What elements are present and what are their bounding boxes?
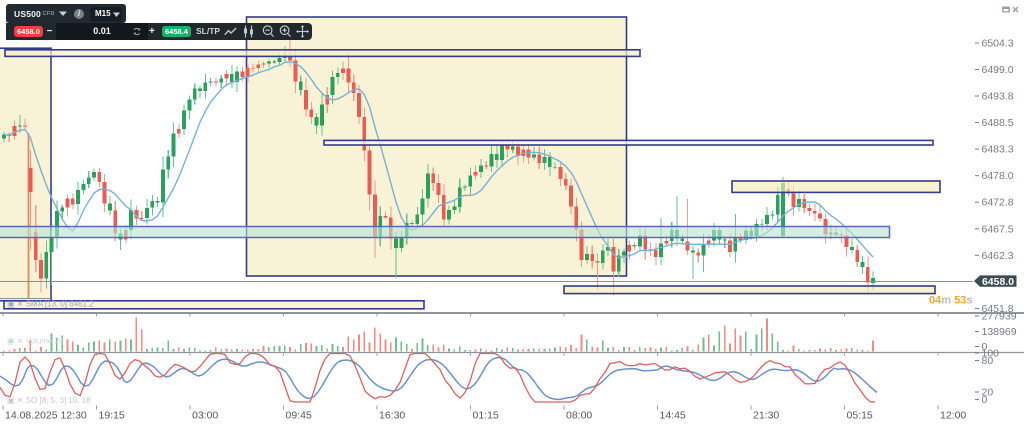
- svg-text:6493.8: 6493.8: [982, 91, 1014, 103]
- svg-text:▣ ✕ SMA [13, 0] 6461.2: ▣ ✕ SMA [13, 0] 6461.2: [7, 300, 94, 309]
- svg-text:6451.8: 6451.8: [982, 303, 1014, 315]
- svg-text:08:00: 08:00: [566, 410, 592, 422]
- svg-text:20: 20: [982, 387, 994, 399]
- svg-text:03:00: 03:00: [192, 410, 218, 422]
- svg-text:01:15: 01:15: [473, 410, 499, 422]
- svg-text:6499.0: 6499.0: [982, 64, 1014, 76]
- svg-text:277939: 277939: [982, 311, 1017, 323]
- svg-text:6483.3: 6483.3: [982, 144, 1014, 156]
- svg-text:6472.8: 6472.8: [982, 197, 1014, 209]
- svg-text:04m 53s: 04m 53s: [929, 295, 972, 307]
- svg-text:6478.0: 6478.0: [982, 170, 1014, 182]
- svg-text:6504.3: 6504.3: [982, 38, 1014, 50]
- svg-text:05:15: 05:15: [847, 410, 873, 422]
- svg-text:138969: 138969: [982, 326, 1017, 338]
- svg-text:6462.3: 6462.3: [982, 250, 1014, 262]
- svg-text:▣ ✕ Volume 20: ▣ ✕ Volume 20: [7, 337, 64, 346]
- svg-text:0: 0: [982, 341, 988, 353]
- svg-text:6458.0: 6458.0: [982, 276, 1014, 288]
- svg-text:0: 0: [982, 394, 988, 406]
- svg-text:80: 80: [982, 355, 994, 367]
- svg-text:16:30: 16:30: [379, 410, 405, 422]
- svg-text:▣ ✕ SO [8, 5, 3] 10, 18: ▣ ✕ SO [8, 5, 3] 10, 18: [7, 396, 91, 405]
- svg-text:14:45: 14:45: [660, 410, 686, 422]
- svg-text:100: 100: [982, 348, 1000, 360]
- svg-text:19:15: 19:15: [99, 410, 125, 422]
- svg-text:14.08.2025 12:30: 14.08.2025 12:30: [5, 410, 87, 422]
- svg-text:12:00: 12:00: [940, 410, 966, 422]
- svg-text:09:45: 09:45: [286, 410, 312, 422]
- svg-text:6488.5: 6488.5: [982, 117, 1014, 129]
- svg-text:6467.5: 6467.5: [982, 223, 1014, 235]
- svg-text:21:30: 21:30: [753, 410, 779, 422]
